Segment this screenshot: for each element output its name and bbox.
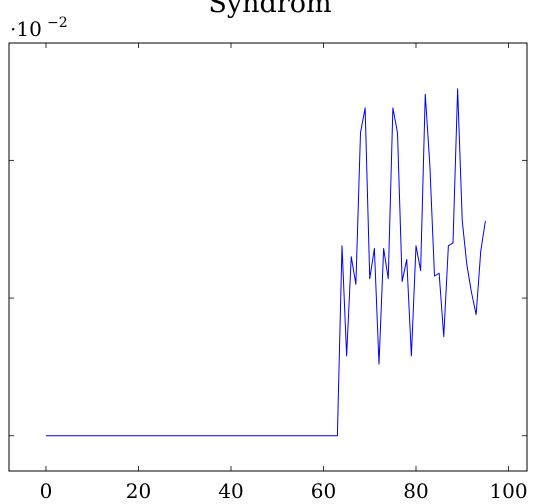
x-tick-label: 20 (126, 479, 151, 503)
x-tick-label: 80 (403, 479, 428, 503)
axis-multiplier: ·10 −2 (10, 15, 68, 41)
x-tick-label: 60 (311, 479, 336, 503)
x-tick-label: 40 (218, 479, 243, 503)
axis-ticks (9, 43, 527, 471)
x-tick-label: 100 (489, 479, 527, 503)
x-tick-labels: 0 20 40 60 80 100 (40, 479, 528, 503)
x-tick-label: 0 (40, 479, 53, 503)
axis-multiplier-exponent: −2 (47, 15, 68, 31)
series-line (46, 88, 486, 437)
series-layer (46, 88, 486, 437)
chart-title: Syndrom (208, 0, 331, 19)
plot-frame (8, 42, 528, 472)
axis-multiplier-base: ·10 (10, 17, 42, 41)
